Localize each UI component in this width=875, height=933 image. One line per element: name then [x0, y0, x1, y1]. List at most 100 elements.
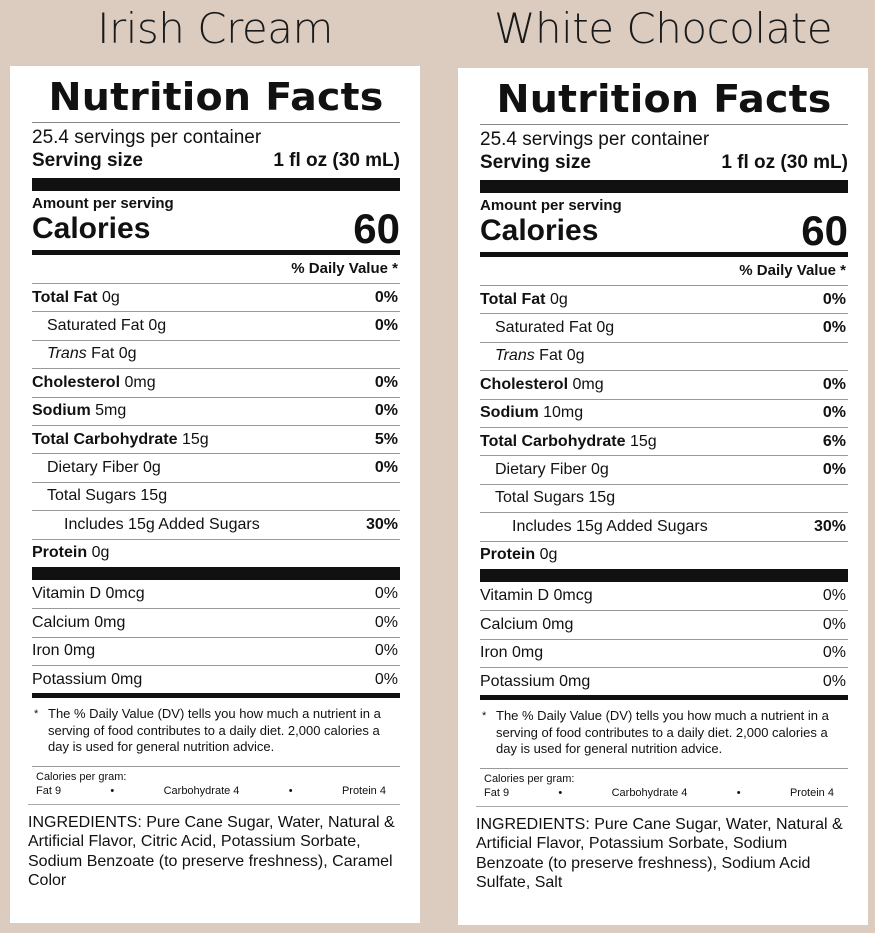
nutrient-amount: 0g: [596, 319, 615, 337]
nutrient-name: Total Carbohydrate: [32, 430, 178, 448]
ingredients: INGREDIENTS: Pure Cane Sugar, Water, Nat…: [28, 803, 400, 891]
daily-value-header: % Daily Value *: [739, 262, 846, 279]
nutrient-row-total-fat: Total Fat 0g 0%: [480, 285, 848, 313]
nutrient-row-total-sugars: Total Sugars 15g: [32, 481, 400, 510]
nutrient-name: Protein: [480, 546, 536, 564]
vitamin-dv: 0%: [822, 615, 846, 633]
nutrition-facts-panel: Nutrition Facts 25.4 servings per contai…: [458, 68, 868, 925]
footnote-star: *: [34, 708, 39, 721]
vitamin-row-iron: Iron 0mg 0%: [480, 638, 848, 667]
cpg-protein: Protein 4: [789, 786, 834, 799]
nutrient-dv: 0%: [374, 459, 398, 477]
cpg-separator: •: [736, 786, 741, 799]
nutrient-name: Total Fat: [32, 288, 98, 306]
nutrient-amount: Fat 0g: [91, 345, 137, 363]
serving-size-label: Serving size: [32, 150, 143, 171]
daily-value-footnote: * The % Daily Value (DV) tells you how m…: [32, 706, 400, 756]
nutrient-row-total-carbohydrate: Total Carbohydrate 15g 6%: [480, 426, 848, 455]
nutrient-row-sodium: Sodium 5mg 0%: [32, 396, 400, 425]
nutrient-amount: 10mg: [543, 404, 584, 422]
serving-size-value: 1 fl oz (30 mL): [273, 150, 400, 171]
vitamin-row-vitamin-d: Vitamin D 0mcg 0%: [32, 580, 400, 608]
product-title-irish-cream: Irish Cream: [97, 4, 333, 53]
daily-value-footnote: * The % Daily Value (DV) tells you how m…: [480, 708, 848, 758]
cpg-carbohydrate: Carbohydrate 4: [163, 784, 240, 797]
nutrient-amount: 0g: [148, 317, 167, 335]
nutrient-amount: 15g: [629, 432, 657, 450]
nutrient-dv: 0%: [374, 402, 398, 420]
nutrient-name: Trans: [47, 345, 87, 363]
vitamin-name: Potassium 0mg: [480, 672, 591, 690]
calories-per-gram-label: Calories per gram:: [484, 772, 575, 785]
nutrient-name: Dietary Fiber: [495, 461, 587, 479]
nutrient-row-trans-fat: Trans Fat 0g: [480, 341, 848, 370]
nutrient-row-total-carbohydrate: Total Carbohydrate 15g 5%: [32, 424, 400, 453]
nutrient-amount: 0mg: [572, 375, 604, 393]
vitamin-name: Calcium 0mg: [480, 615, 574, 633]
product-title-white-chocolate: White Chocolate: [493, 4, 833, 53]
calories-label: Calories: [480, 214, 599, 247]
nutrient-amount: 0g: [143, 459, 161, 477]
nutrient-row-added-sugars: Includes 15g Added Sugars 30%: [32, 510, 400, 538]
nutrient-name: Total Fat: [480, 290, 546, 308]
cpg-separator: •: [558, 786, 563, 799]
nutrient-dv: 30%: [813, 517, 846, 535]
amount-per-serving: Amount per serving: [480, 197, 622, 214]
nutrient-row-cholesterol: Cholesterol 0mg 0%: [32, 368, 400, 396]
nutrient-name: Total Sugars: [495, 489, 584, 507]
calories-value: 60: [801, 207, 848, 254]
vitamin-dv: 0%: [822, 644, 846, 662]
nutrient-row-total-fat: Total Fat 0g 0%: [32, 283, 400, 311]
cpg-separator: •: [288, 784, 293, 797]
calories-label: Calories: [32, 212, 151, 245]
calories-per-gram: Calories per gram: Fat 9 • Carbohydrate …: [480, 767, 848, 800]
vitamin-row-iron: Iron 0mg 0%: [32, 636, 400, 665]
nutrient-row-dietary-fiber: Dietary Fiber 0g 0%: [32, 453, 400, 481]
vitamin-dv: 0%: [374, 670, 398, 688]
nutrient-name: Cholesterol: [32, 373, 121, 391]
nutrient-row-saturated-fat: Saturated Fat 0g 0%: [32, 311, 400, 339]
footnote-star: *: [482, 710, 487, 723]
nutrient-dv: 0%: [374, 317, 398, 335]
nutrient-name: Cholesterol: [480, 375, 569, 393]
nutrient-dv: 0%: [822, 404, 846, 422]
nutrient-row-trans-fat: Trans Fat 0g: [32, 339, 400, 368]
nutrient-dv: 0%: [822, 319, 846, 337]
servings-per-container: 25.4 servings per container: [480, 129, 710, 150]
nutrient-amount: 5mg: [95, 402, 127, 420]
nutrient-name: Protein: [32, 544, 88, 562]
nutrient-name: Dietary Fiber: [47, 459, 139, 477]
calories-value: 60: [353, 205, 400, 252]
nutrient-row-protein: Protein 0g: [32, 538, 400, 567]
nutrient-amount: 15g: [140, 487, 168, 505]
calories-row: Calories 60: [480, 207, 848, 254]
vitamin-row-potassium: Potassium 0mg 0%: [480, 667, 848, 695]
vitamin-name: Iron 0mg: [480, 644, 544, 662]
vitamin-row-potassium: Potassium 0mg 0%: [32, 665, 400, 693]
calories-per-gram-label: Calories per gram:: [36, 770, 127, 783]
nutrient-amount: 0g: [101, 288, 120, 306]
nutrient-amount: 0g: [91, 544, 110, 562]
calories-per-gram: Calories per gram: Fat 9 • Carbohydrate …: [32, 765, 400, 798]
nutrient-amount: 0mg: [124, 373, 156, 391]
cpg-fat: Fat 9: [36, 784, 62, 797]
nutrient-amount: Fat 0g: [539, 347, 585, 365]
vitamin-dv: 0%: [374, 613, 398, 631]
calories-row: Calories 60: [32, 205, 400, 252]
servings-per-container: 25.4 servings per container: [32, 127, 262, 148]
nutrition-facts-panel: Nutrition Facts 25.4 servings per contai…: [10, 66, 420, 923]
nutrient-row-sodium: Sodium 10mg 0%: [480, 398, 848, 427]
nutrient-row-dietary-fiber: Dietary Fiber 0g 0%: [480, 455, 848, 483]
vitamin-name: Vitamin D 0mcg: [480, 587, 593, 605]
nutrient-name: Saturated Fat: [47, 317, 144, 335]
vitamin-row-calcium: Calcium 0mg 0%: [32, 608, 400, 636]
nutrient-row-protein: Protein 0g: [480, 540, 848, 569]
nutrient-amount: 0g: [539, 546, 558, 564]
serving-size-label: Serving size: [480, 152, 591, 173]
serving-size: Serving size 1 fl oz (30 mL): [32, 148, 400, 178]
cpg-fat: Fat 9: [484, 786, 510, 799]
vitamin-dv: 0%: [374, 642, 398, 660]
amount-per-serving: Amount per serving: [32, 195, 174, 212]
nutrient-dv: 0%: [374, 288, 398, 306]
vitamin-name: Iron 0mg: [32, 642, 96, 660]
